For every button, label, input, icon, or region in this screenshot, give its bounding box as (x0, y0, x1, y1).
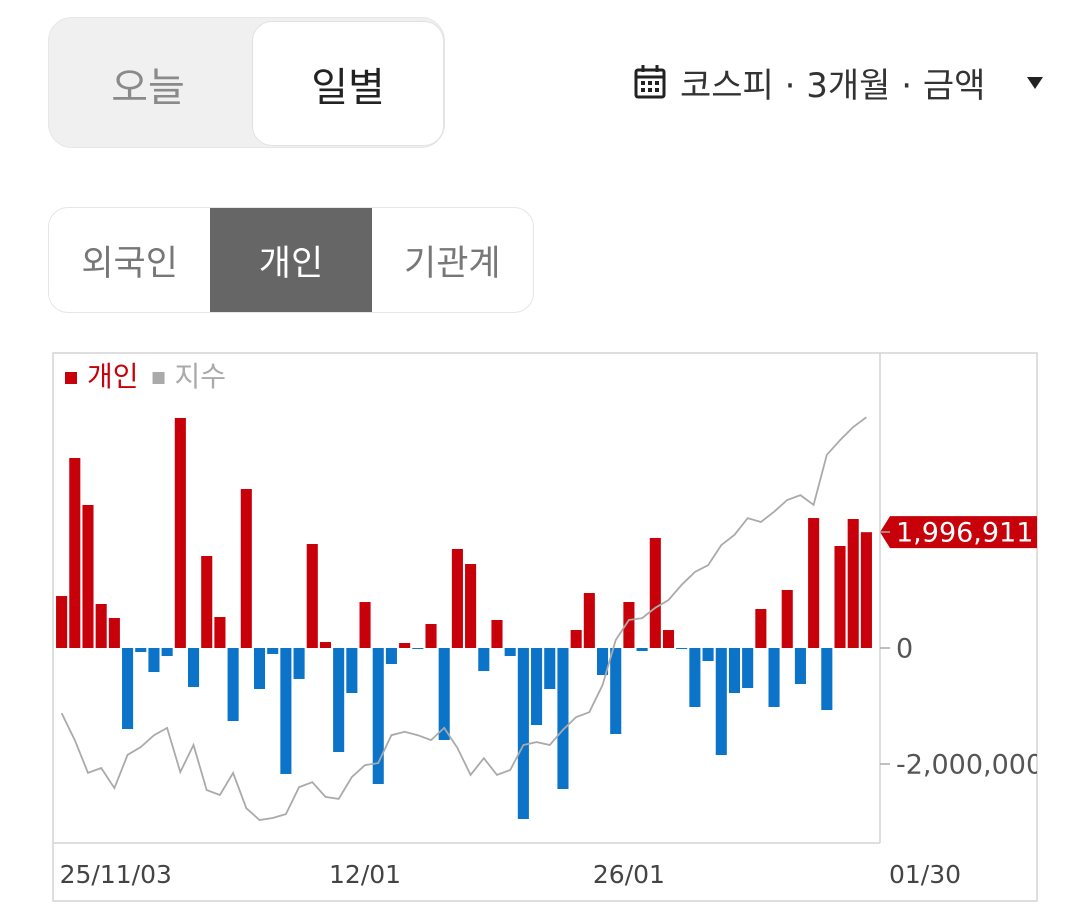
bar (491, 619, 503, 648)
bar (610, 648, 622, 735)
y-tick-label: -2,000,000 (896, 750, 1043, 781)
bar (583, 593, 595, 648)
investor-tab[interactable]: 개인 (210, 208, 372, 312)
value-tag (880, 516, 1037, 549)
bar (847, 519, 859, 648)
bar (253, 648, 266, 690)
bar (531, 648, 543, 726)
bar (860, 532, 872, 648)
bar (108, 618, 120, 648)
bar (187, 648, 200, 687)
y-tick-label: 0 (896, 634, 913, 665)
bar (517, 648, 529, 819)
bar (808, 518, 820, 648)
bar (161, 648, 173, 657)
x-tick-label: 01/30 (889, 860, 961, 889)
bar (478, 648, 490, 672)
bar (557, 648, 569, 789)
view-tab[interactable]: 일별 (252, 21, 444, 146)
bar (689, 648, 701, 707)
bar (69, 457, 81, 648)
bar (504, 648, 516, 657)
bar (95, 603, 107, 648)
bar (280, 648, 292, 774)
legend-swatch (65, 372, 77, 384)
dropdown-arrow[interactable] (1026, 76, 1044, 90)
bar (728, 648, 741, 694)
chart-frame (52, 352, 1038, 902)
bar (385, 648, 397, 665)
x-tick-label: 12/01 (329, 860, 401, 889)
bar (293, 648, 305, 679)
x-tick-label: 26/01 (593, 860, 665, 889)
bar (122, 648, 134, 730)
bar (267, 648, 279, 654)
bar (794, 648, 806, 685)
filter-label: 코스피 · 3개월 · 금액 (680, 65, 986, 106)
bar (636, 648, 648, 652)
calendar-icon (634, 65, 666, 99)
bar (742, 648, 754, 689)
legend-label: 개인 (87, 360, 139, 393)
bar (333, 648, 345, 752)
bar (649, 537, 661, 648)
bar (135, 648, 147, 653)
bar (319, 642, 332, 648)
bar (755, 609, 767, 648)
bar (715, 648, 727, 756)
filter-dropdown[interactable]: 코스피 · 3개월 · 금액 (634, 60, 986, 106)
legend-swatch (152, 372, 165, 384)
bar (56, 596, 68, 648)
value-tag-label: 1,996,911 (896, 518, 1033, 549)
bar (346, 648, 358, 694)
bar (227, 648, 239, 722)
bar (768, 648, 780, 707)
view-tab[interactable]: 오늘 (111, 64, 185, 111)
bar (821, 648, 833, 711)
bar (544, 648, 556, 690)
bar (399, 643, 411, 648)
bar (702, 648, 714, 661)
bar (412, 648, 424, 649)
x-tick-label: 25/11/03 (60, 860, 172, 889)
bar (570, 630, 582, 648)
bar (425, 623, 437, 648)
bar (596, 648, 609, 676)
bar (174, 417, 186, 648)
bar (662, 630, 675, 648)
bar (781, 590, 793, 648)
bar (214, 617, 226, 648)
index-line (60, 416, 867, 821)
bar (676, 648, 688, 649)
investor-tab[interactable]: 외국인 (81, 243, 178, 284)
bar (438, 648, 450, 740)
investor-tab-bar: 외국인 개인 기관계 (48, 207, 534, 313)
bar (451, 548, 463, 648)
bar (148, 648, 160, 673)
investor-tab[interactable]: 기관계 (404, 243, 501, 284)
bar (306, 544, 318, 648)
bar (623, 602, 635, 648)
bar (372, 648, 384, 785)
bar (834, 545, 846, 648)
bar (465, 564, 477, 648)
legend-label: 지수 (175, 360, 227, 393)
bar (359, 602, 371, 648)
bar (240, 489, 252, 648)
bar (201, 556, 213, 648)
bar (82, 504, 94, 648)
